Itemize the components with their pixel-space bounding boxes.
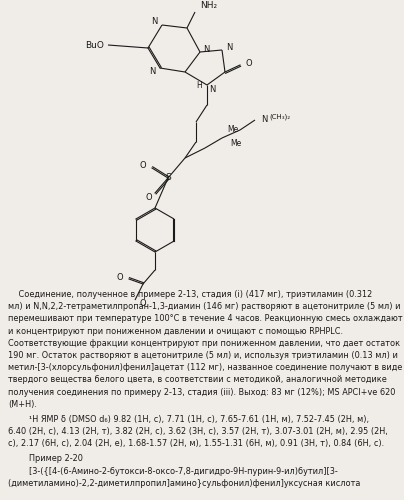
Text: твердого вещества белого цвета, в соответствии с методикой, аналогичной методике: твердого вещества белого цвета, в соотве… <box>8 376 387 384</box>
Text: O: O <box>116 274 123 282</box>
Text: Соответствующие фракции концентрируют при пониженном давлении, что дает остаток: Соответствующие фракции концентрируют пр… <box>8 339 400 348</box>
Text: N: N <box>261 116 267 124</box>
Text: N: N <box>203 44 209 54</box>
Text: Me: Me <box>230 138 241 147</box>
Text: Пример 2-20: Пример 2-20 <box>8 454 83 462</box>
Text: O: O <box>246 58 252 68</box>
Text: N: N <box>149 68 156 76</box>
Text: S: S <box>165 174 171 182</box>
Text: 190 мг. Остаток растворяют в ацетонитриле (5 мл) и, используя триэтиламин (0.13 : 190 мг. Остаток растворяют в ацетонитрил… <box>8 351 398 360</box>
Text: O: O <box>139 298 145 308</box>
Text: O: O <box>139 162 146 170</box>
Text: N: N <box>226 44 232 52</box>
Text: BuO: BuO <box>85 40 104 50</box>
Text: O: O <box>145 194 152 202</box>
Text: метил-[3-(хлорсульфонил)фенил]ацетат (112 мг), названное соединение получают в в: метил-[3-(хлорсульфонил)фенил]ацетат (11… <box>8 363 402 372</box>
Text: и концентрируют при пониженном давлении и очищают с помощью RPHPLC.: и концентрируют при пониженном давлении … <box>8 326 343 336</box>
Text: N: N <box>209 86 215 94</box>
Text: H: H <box>196 82 202 90</box>
Text: (CH₃)₂: (CH₃)₂ <box>269 114 290 120</box>
Text: получения соединения по примеру 2-13, стадия (iii). Выход: 83 мг (12%); MS APCI+: получения соединения по примеру 2-13, ст… <box>8 388 396 396</box>
Text: N: N <box>152 18 158 26</box>
Text: 6.40 (2H, с), 4.13 (2H, т), 3.82 (2H, с), 3.62 (3H, с), 3.57 (2H, т), 3.07-3.01 : 6.40 (2H, с), 4.13 (2H, т), 3.82 (2H, с)… <box>8 427 388 436</box>
Text: перемешивают при температуре 100°C в течение 4 часов. Реакционную смесь охлаждаю: перемешивают при температуре 100°C в теч… <box>8 314 403 324</box>
Text: мл) и N,N,2,2-тетраметилпропан-1,3-диамин (146 мг) растворяют в ацетонитриле (5 : мл) и N,N,2,2-тетраметилпропан-1,3-диами… <box>8 302 400 311</box>
Text: Me: Me <box>227 126 238 134</box>
Text: ¹H ЯМР δ (DMSO d₆) 9.82 (1H, с), 7.71 (1H, с), 7.65-7.61 (1H, м), 7.52-7.45 (2H,: ¹H ЯМР δ (DMSO d₆) 9.82 (1H, с), 7.71 (1… <box>8 415 369 424</box>
Text: (M+H).: (M+H). <box>8 400 37 409</box>
Text: [3-({[4-(6-Амино-2-бутокси-8-оксо-7,8-дигидро-9H-пурин-9-ил)бутил][3-: [3-({[4-(6-Амино-2-бутокси-8-оксо-7,8-ди… <box>8 467 338 476</box>
Text: с), 2.17 (6H, с), 2.04 (2H, е), 1.68-1.57 (2H, м), 1.55-1.31 (6H, м), 0.91 (3H, : с), 2.17 (6H, с), 2.04 (2H, е), 1.68-1.5… <box>8 440 384 448</box>
Text: (диметиламино)-2,2-диметилпропил]амино}сульфонил)фенил]уксусная кислота: (диметиламино)-2,2-диметилпропил]амино}с… <box>8 479 360 488</box>
Text: Соединение, полученное в примере 2-13, стадия (i) (417 мг), триэтиламин (0.312: Соединение, полученное в примере 2-13, с… <box>8 290 372 299</box>
Text: NH₂: NH₂ <box>200 1 217 10</box>
